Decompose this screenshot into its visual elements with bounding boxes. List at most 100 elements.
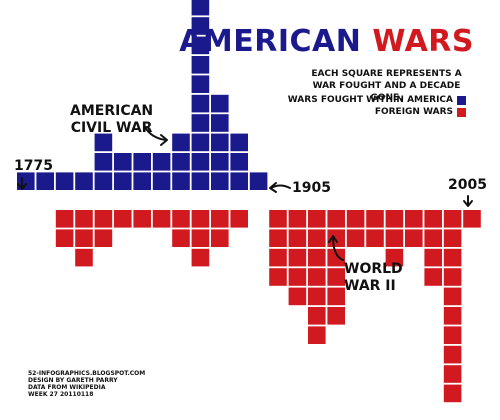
arrow-end-head — [463, 200, 473, 207]
square-domestic-1875-3 — [211, 133, 229, 152]
legend-foreign-label: FOREIGN WARS — [374, 107, 453, 117]
legend-description: EACH SQUARE REPRESENTS A WAR FOUGHT AND … — [311, 69, 462, 103]
credit-line-4: WEEK 27 20110118 — [28, 391, 94, 398]
square-domestic-1835-1 — [133, 172, 151, 190]
square-foreign-1995-5 — [443, 287, 462, 306]
square-foreign-1855-2 — [172, 229, 190, 247]
square-domestic-1855-3 — [172, 133, 190, 152]
square-foreign-1875-2 — [211, 229, 229, 247]
square-domestic-1875-2 — [211, 153, 229, 171]
square-foreign-1815-2 — [94, 229, 113, 247]
title-wars: WARS — [372, 24, 474, 59]
square-domestic-1895-1 — [249, 172, 268, 190]
square-domestic-1815-3 — [94, 133, 113, 152]
square-foreign-1905-2 — [269, 229, 287, 247]
arrow-civil-war-head — [160, 134, 168, 146]
credits: 52-INFOGRAPHICS.BLOGSPOT.COM DESIGN BY G… — [28, 370, 145, 398]
square-foreign-1885-1 — [230, 210, 248, 228]
square-domestic-1795-1 — [55, 172, 74, 190]
square-domestic-1825-2 — [114, 153, 132, 171]
square-domestic-1885-2 — [230, 153, 248, 171]
square-foreign-1805-2 — [75, 229, 93, 247]
square-foreign-1995-3 — [443, 248, 462, 267]
square-foreign-1975-1 — [405, 210, 423, 228]
title-american: AMERICAN — [179, 24, 362, 59]
square-foreign-1945-2 — [346, 229, 365, 247]
square-foreign-1965-1 — [385, 210, 404, 228]
civil-war-line2: CIVIL WAR — [70, 120, 153, 136]
year-label-end: 2005 — [448, 177, 487, 193]
square-foreign-1935-2 — [327, 229, 345, 247]
square-domestic-1875-5 — [211, 94, 229, 113]
square-foreign-1985-3 — [424, 248, 442, 267]
square-foreign-1995-1 — [443, 210, 462, 228]
square-domestic-1865-9 — [191, 17, 210, 35]
square-foreign-1915-2 — [288, 229, 307, 247]
square-foreign-1935-3 — [327, 248, 345, 267]
legend-domestic-label: WARS FOUGHT WITHIN AMERICA — [287, 95, 453, 105]
square-foreign-1805-3 — [75, 248, 93, 267]
square-foreign-1965-2 — [385, 229, 404, 247]
square-foreign-1925-4 — [308, 268, 326, 286]
square-foreign-1975-2 — [405, 229, 423, 247]
square-foreign-1995-8 — [443, 345, 462, 364]
square-foreign-1835-1 — [133, 210, 151, 228]
civil-war-annotation: AMERICAN CIVIL WAR — [70, 103, 153, 137]
square-foreign-1815-1 — [94, 210, 113, 228]
square-foreign-1995-6 — [443, 307, 462, 325]
square-foreign-1985-2 — [424, 229, 442, 247]
square-domestic-1865-3 — [191, 133, 210, 152]
square-domestic-1805-1 — [75, 172, 93, 190]
square-domestic-1865-5 — [191, 94, 210, 113]
square-foreign-1865-2 — [191, 229, 210, 247]
square-domestic-1865-10 — [191, 0, 210, 16]
square-foreign-1915-1 — [288, 210, 307, 228]
square-foreign-1995-7 — [443, 326, 462, 344]
square-foreign-1825-1 — [114, 210, 132, 228]
legend-item-domestic: WARS FOUGHT WITHIN AMERICA — [288, 94, 466, 106]
square-domestic-1845-2 — [152, 153, 171, 171]
square-foreign-1965-3 — [385, 248, 404, 267]
square-foreign-1995-4 — [443, 268, 462, 286]
square-foreign-1865-3 — [191, 248, 210, 267]
square-foreign-1805-1 — [75, 210, 93, 228]
square-domestic-1855-1 — [172, 172, 190, 190]
legend: EACH SQUARE REPRESENTS A WAR FOUGHT AND … — [288, 68, 474, 117]
square-domestic-1875-4 — [211, 114, 229, 132]
square-foreign-1935-6 — [327, 307, 345, 325]
ww2-line1: WORLD — [344, 261, 403, 277]
legend-item-foreign: FOREIGN WARS — [375, 106, 466, 118]
credit-line-1: 52-INFOGRAPHICS.BLOGSPOT.COM — [28, 370, 146, 377]
civil-war-line1: AMERICAN — [70, 103, 154, 119]
arrow-ww2-head — [328, 235, 338, 243]
square-domestic-1845-1 — [152, 172, 171, 190]
square-foreign-1995-2 — [443, 229, 462, 247]
square-foreign-1915-4 — [288, 268, 307, 286]
square-foreign-1795-2 — [55, 229, 74, 247]
square-foreign-1865-1 — [191, 210, 210, 228]
square-domestic-1855-2 — [172, 153, 190, 171]
square-foreign-1795-1 — [55, 210, 74, 228]
year-label-split: 1905 — [292, 180, 331, 196]
square-foreign-1995-9 — [443, 365, 462, 383]
square-domestic-1835-2 — [133, 153, 151, 171]
ww2-annotation: WORLD WAR II — [344, 261, 403, 295]
ww2-line2: WAR II — [344, 278, 396, 294]
arrow-start-head — [17, 183, 27, 190]
square-foreign-2005-1 — [463, 210, 481, 228]
square-foreign-1955-1 — [366, 210, 384, 228]
square-domestic-1815-1 — [94, 172, 113, 190]
square-domestic-1875-1 — [211, 172, 229, 190]
square-foreign-1935-5 — [327, 287, 345, 306]
square-foreign-1845-1 — [152, 210, 171, 228]
square-foreign-1905-4 — [269, 268, 287, 286]
square-foreign-1855-1 — [172, 210, 190, 228]
square-domestic-1885-3 — [230, 133, 248, 152]
square-foreign-1935-1 — [327, 210, 345, 228]
square-foreign-1875-1 — [211, 210, 229, 228]
square-domestic-1865-7 — [191, 56, 210, 74]
square-foreign-1925-1 — [308, 210, 326, 228]
square-foreign-1945-1 — [346, 210, 365, 228]
